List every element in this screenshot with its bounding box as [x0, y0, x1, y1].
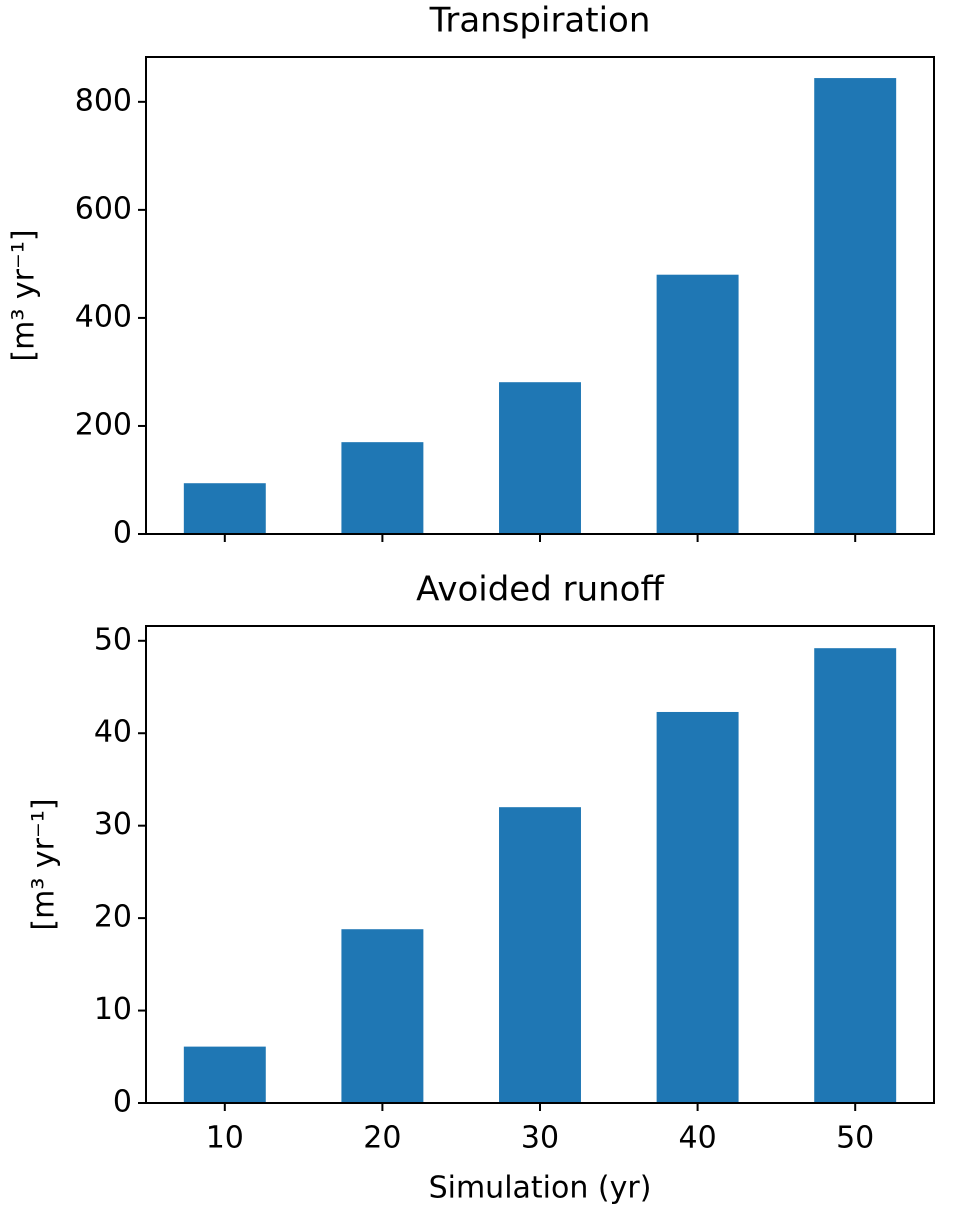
x-tick-label: 20 [363, 1121, 401, 1156]
y-tick-label: 200 [75, 407, 132, 442]
y-tick-label: 20 [94, 900, 132, 935]
bar [183, 483, 266, 534]
bar [814, 648, 897, 1103]
y-tick-label: 400 [75, 299, 132, 334]
bar [656, 711, 739, 1103]
bar [183, 1046, 266, 1103]
axes-frame [145, 625, 935, 1104]
bar [814, 78, 897, 535]
bar [656, 274, 739, 534]
bar [341, 442, 424, 534]
x-tick-label: 30 [521, 1121, 559, 1156]
y-tick-label: 10 [94, 992, 132, 1027]
x-tick-label: 10 [206, 1121, 244, 1156]
axes-frame [145, 56, 935, 535]
bar [499, 382, 581, 534]
y-axis-label: [m³ yr⁻¹] [7, 229, 42, 361]
y-tick-label: 30 [94, 807, 132, 842]
bar [341, 929, 424, 1103]
x-tick-label: 40 [679, 1121, 717, 1156]
x-tick-label: 50 [836, 1121, 874, 1156]
y-tick-label: 0 [113, 516, 132, 551]
y-tick-label: 0 [113, 1085, 132, 1120]
y-tick-label: 40 [94, 715, 132, 750]
y-tick-label: 50 [94, 622, 132, 657]
x-axis-label: Simulation (yr) [429, 1171, 652, 1206]
bar [499, 807, 581, 1103]
chart-title: Transpiration [429, 1, 651, 41]
y-tick-label: 800 [75, 83, 132, 118]
y-tick-label: 600 [75, 191, 132, 226]
y-axis-label: [m³ yr⁻¹] [27, 798, 62, 930]
chart-title: Avoided runoff [416, 570, 665, 610]
